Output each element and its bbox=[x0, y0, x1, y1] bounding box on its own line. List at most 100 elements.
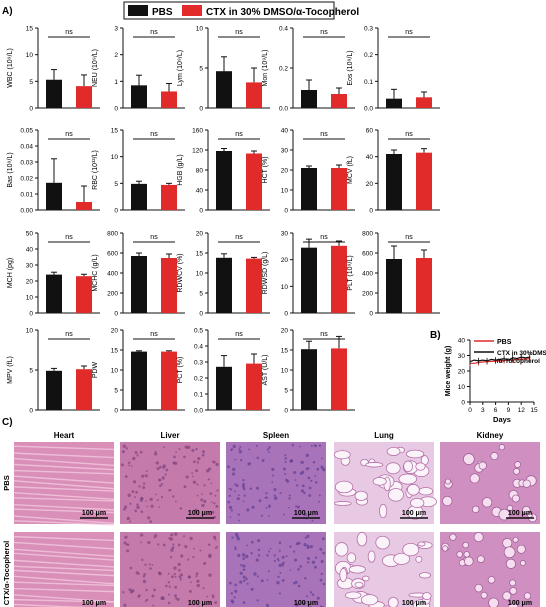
nucleus bbox=[234, 483, 237, 486]
nucleus bbox=[154, 493, 157, 496]
nucleus bbox=[279, 571, 282, 574]
significance-label: ns bbox=[65, 331, 73, 338]
y-tick-label: 0.1 bbox=[194, 392, 203, 399]
muscle-fiber bbox=[13, 575, 115, 585]
nucleus bbox=[260, 579, 264, 583]
nucleus bbox=[268, 451, 270, 454]
nucleus bbox=[183, 485, 187, 489]
nucleus bbox=[153, 452, 158, 456]
y-axis-label: Eos (10⁹/L) bbox=[347, 50, 354, 85]
nucleus bbox=[281, 555, 285, 559]
nucleus bbox=[291, 443, 295, 447]
nucleus bbox=[288, 497, 291, 500]
muscle-fiber bbox=[13, 535, 115, 542]
nucleus bbox=[232, 444, 236, 449]
micrograph-heart: 100 μm bbox=[13, 442, 115, 526]
nucleus bbox=[239, 571, 243, 575]
micrograph-lung: 100 μm bbox=[333, 442, 437, 524]
alveolus bbox=[402, 542, 420, 557]
nucleus bbox=[214, 601, 218, 604]
nucleus bbox=[231, 536, 234, 539]
significance-label: ns bbox=[235, 331, 243, 338]
bar-chart-14: 0 10 20 30 RDWSD (g/L) ns bbox=[262, 231, 355, 318]
alveolus bbox=[344, 591, 362, 600]
y-tick-label: 0.2 bbox=[279, 66, 288, 73]
muscle-fiber bbox=[13, 475, 115, 484]
nucleus bbox=[310, 479, 313, 482]
alveolus bbox=[334, 501, 352, 506]
nucleus bbox=[151, 563, 154, 566]
nucleus bbox=[134, 451, 138, 454]
alveolus bbox=[387, 596, 399, 607]
alveolus bbox=[405, 449, 425, 459]
nucleus bbox=[191, 448, 195, 452]
y-tick-label: 5 bbox=[114, 181, 118, 188]
bar-chart-3: 0 5 10 Lym (10⁹/L) ns bbox=[177, 26, 270, 113]
nucleus bbox=[129, 502, 132, 505]
nucleus bbox=[322, 551, 325, 555]
nucleus bbox=[126, 549, 130, 553]
nucleus bbox=[134, 495, 136, 498]
nucleus bbox=[230, 449, 233, 452]
nucleus bbox=[212, 460, 216, 464]
nucleus bbox=[208, 573, 212, 577]
legend-label-ctx-2: /α-Tocopherol bbox=[497, 358, 540, 365]
significance-label: ns bbox=[150, 131, 158, 138]
nucleus bbox=[164, 473, 167, 476]
nucleus bbox=[214, 494, 217, 497]
y-tick-label: 5 bbox=[29, 368, 33, 375]
y-tick-label: 0 bbox=[199, 106, 203, 113]
nucleus bbox=[178, 575, 182, 579]
micrograph-lung: 100 μm bbox=[334, 531, 434, 607]
tubule bbox=[505, 558, 516, 569]
nucleus bbox=[172, 495, 175, 498]
nucleus bbox=[207, 478, 210, 481]
tubule bbox=[442, 495, 453, 507]
alveolus bbox=[419, 572, 432, 579]
nucleus bbox=[305, 467, 309, 471]
bar-chart-18: 0.0 0.1 0.2 0.3 0.4 0.5 PCT (%) ns bbox=[177, 328, 270, 415]
nucleus bbox=[189, 581, 192, 584]
nucleus bbox=[322, 582, 326, 586]
alveolus bbox=[415, 462, 426, 471]
nucleus bbox=[311, 560, 316, 564]
y-tick-label: 0 bbox=[29, 106, 33, 113]
bar-pbs bbox=[46, 370, 62, 410]
bar-chart-13: 0 5 10 15 20 RDWCV (%) ns bbox=[177, 231, 270, 318]
nucleus bbox=[165, 468, 169, 472]
alveolus bbox=[415, 555, 423, 563]
y-axis-label: Mice weight (g) bbox=[445, 346, 452, 397]
nucleus bbox=[242, 482, 245, 486]
bar-chart-1: 0 5 10 15 WBC (10⁹/L) ns bbox=[7, 26, 100, 113]
nucleus bbox=[193, 547, 195, 550]
nucleus bbox=[321, 457, 323, 460]
nucleus bbox=[238, 448, 241, 451]
alveolus bbox=[410, 497, 425, 508]
nucleus bbox=[268, 550, 271, 553]
bar-ctx bbox=[416, 152, 432, 210]
nucleus bbox=[278, 541, 282, 545]
nucleus bbox=[256, 456, 260, 460]
y-axis-label: PDW bbox=[92, 361, 99, 378]
nucleus bbox=[195, 447, 198, 451]
y-tick-label: 0 bbox=[114, 311, 118, 318]
nucleus bbox=[299, 445, 302, 448]
bar-pbs bbox=[216, 151, 232, 210]
nucleus bbox=[278, 563, 282, 568]
nucleus bbox=[157, 571, 161, 575]
tubule bbox=[473, 532, 484, 543]
y-tick-label: 30 bbox=[281, 148, 289, 155]
nucleus bbox=[145, 588, 148, 592]
nucleus bbox=[227, 500, 230, 504]
nucleus bbox=[169, 537, 174, 541]
panel-a-label: A) bbox=[2, 6, 13, 17]
nucleus bbox=[238, 519, 240, 522]
bar-ctx bbox=[161, 184, 177, 210]
nucleus bbox=[128, 464, 131, 467]
tubule bbox=[511, 494, 520, 503]
nucleus bbox=[142, 482, 146, 485]
nucleus bbox=[245, 577, 248, 581]
nucleus bbox=[178, 568, 181, 572]
y-tick-label: 0.0 bbox=[279, 106, 288, 113]
tubule bbox=[490, 452, 499, 461]
